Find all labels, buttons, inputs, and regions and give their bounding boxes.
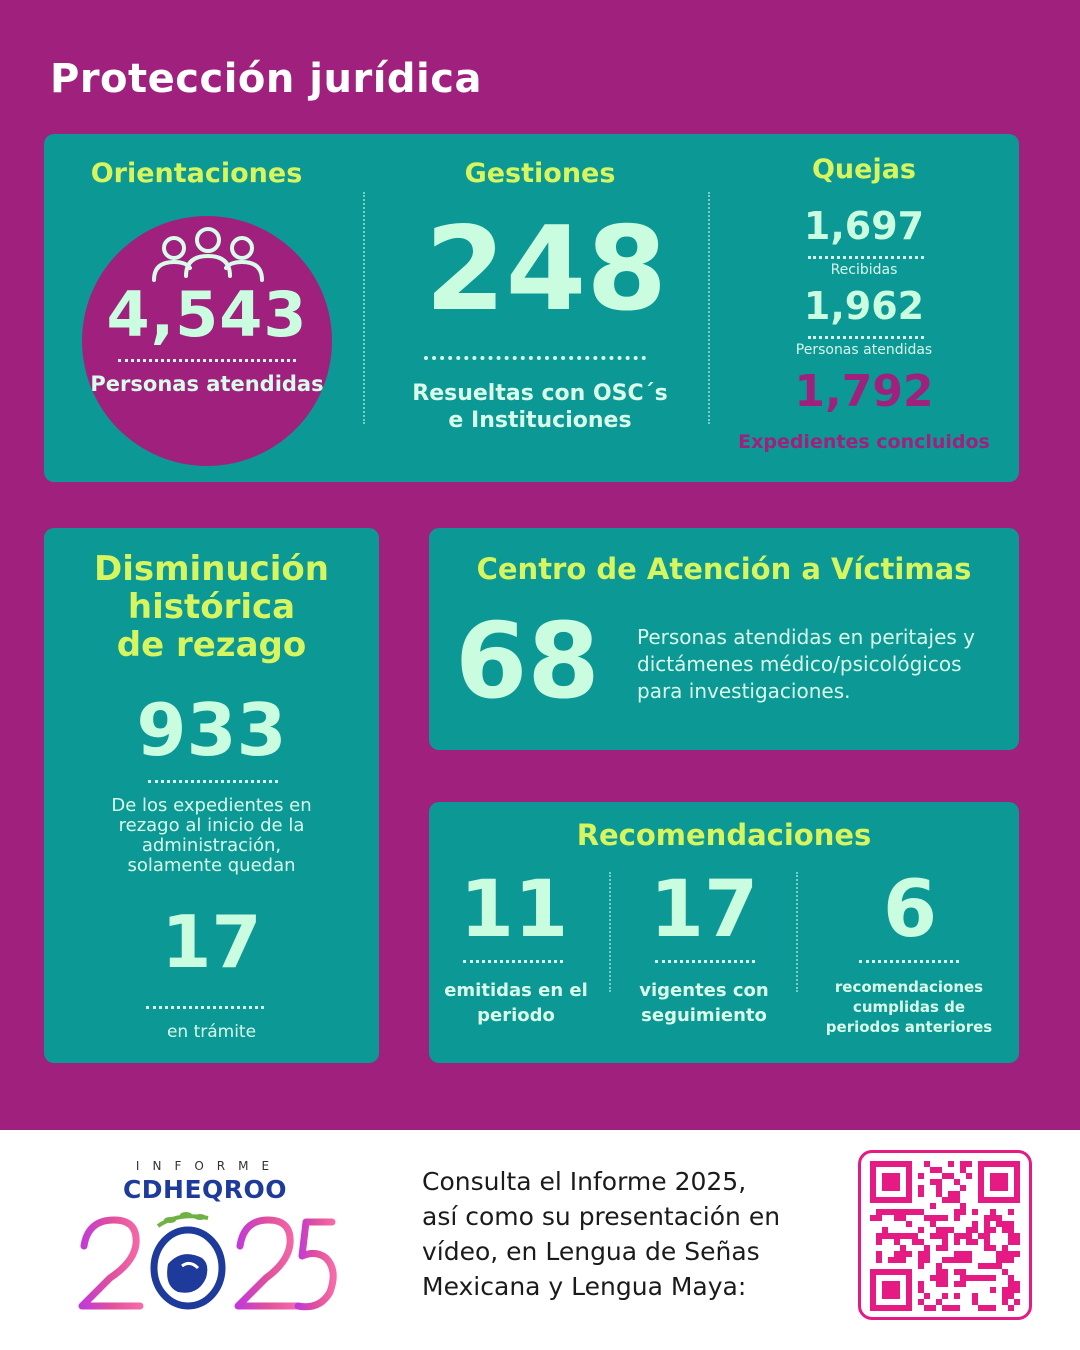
recomendaciones-vigentes-line2: seguimiento [641, 1005, 767, 1026]
dotted-divider [146, 1006, 264, 1009]
gestiones-value: 248 [424, 202, 668, 337]
dotted-divider [118, 359, 296, 362]
rezago-heading-line3: de rezago [116, 625, 307, 665]
footer-text-line3: vídeo, en Lengua de Señas [422, 1237, 760, 1266]
dotted-divider [424, 356, 646, 360]
logo-org-text: CDHEQROO [122, 1175, 288, 1204]
people-group-icon [152, 227, 264, 282]
quejas-attended-value: 1,962 [803, 284, 925, 328]
gestiones-label-line1: Resueltas con OSC´s [412, 381, 668, 406]
quejas-attended-label: Personas atendidas [795, 342, 933, 358]
qr-code[interactable] [858, 1150, 1032, 1320]
victimas-description: Personas atendidas en peritajes y dictám… [637, 624, 1007, 705]
victimas-desc-line2: dictámenes médico/psicológicos [637, 652, 962, 676]
rezago-heading-line1: Disminución [94, 549, 329, 589]
rezago-heading: Disminución histórica de rezago [44, 550, 379, 664]
recomendaciones-vigentes-label: vigentes con seguimiento [614, 978, 794, 1028]
dotted-divider [148, 780, 278, 783]
recomendaciones-vigentes-value: 17 [649, 865, 759, 955]
informe-2025-logo [78, 1212, 337, 1311]
dotted-divider [808, 256, 924, 259]
gestiones-label-line2: e Instituciones [448, 408, 632, 433]
recomendaciones-emitidas-value: 11 [459, 865, 569, 955]
rezago-heading-line2: histórica [127, 587, 296, 627]
quejas-closed-label: Expedientes concluidos [738, 431, 990, 453]
recomendaciones-emitidas-line1: emitidas en el [444, 980, 588, 1001]
orientaciones-label: Personas atendidas [90, 372, 324, 396]
quejas-received-label: Recibidas [830, 262, 898, 278]
victimas-desc-line3: para investigaciones. [637, 679, 851, 703]
recomendaciones-card: Recomendaciones 11 emitidas en el period… [429, 802, 1019, 1063]
rezago-desc-line4: solamente quedan [127, 855, 296, 876]
rezago-remaining-label: en trámite [166, 1022, 257, 1042]
quejas-heading: Quejas [811, 154, 917, 185]
footer-text-line1: Consulta el Informe 2025, [422, 1167, 747, 1196]
dotted-divider [859, 960, 959, 963]
recomendaciones-cumplidas-line3: periodos anteriores [825, 1018, 993, 1036]
recomendaciones-heading: Recomendaciones [576, 818, 872, 852]
victimas-heading: Centro de Atención a Víctimas [476, 552, 972, 586]
quejas-closed-value: 1,792 [794, 366, 934, 417]
dotted-divider [463, 960, 563, 963]
rezago-card: Disminución histórica de rezago 933 De l… [44, 528, 379, 1063]
column-divider [609, 872, 611, 992]
footer-message: Consulta el Informe 2025, así como su pr… [422, 1164, 842, 1304]
orientaciones-circle: 4,543 Personas atendidas [82, 216, 332, 466]
page-title: Protección jurídica [50, 56, 482, 102]
logo-informe-text: INFORME [135, 1159, 283, 1173]
recomendaciones-cumplidas-line2: cumplidas de [852, 998, 966, 1016]
gestiones-heading: Gestiones [464, 158, 616, 189]
column-divider [708, 192, 710, 424]
column-divider [363, 192, 365, 424]
recomendaciones-cumplidas-label: recomendaciones cumplidas de periodos an… [809, 977, 1009, 1037]
rezago-desc-line2: rezago al inicio de la [118, 815, 305, 836]
victimas-value: 68 [455, 600, 600, 722]
footer-text-line2: así como su presentación en [422, 1202, 781, 1231]
rezago-desc-line3: administración, [141, 835, 282, 856]
recomendaciones-emitidas-label: emitidas en el periodo [426, 978, 606, 1028]
rezago-description: De los expedientes en rezago al inicio d… [74, 796, 349, 876]
orientaciones-value: 4,543 [106, 278, 308, 351]
column-divider [796, 872, 798, 992]
recomendaciones-vigentes-line1: vigentes con [639, 980, 769, 1001]
victimas-card: Centro de Atención a Víctimas 68 Persona… [429, 528, 1019, 750]
victimas-desc-line1: Personas atendidas en peritajes y [637, 625, 975, 649]
summary-card: Orientaciones 4,543 Personas atendidas G… [44, 134, 1019, 482]
rezago-value: 933 [136, 688, 287, 772]
footer: INFORME CDHEQROO Consulta el Info [0, 1130, 1080, 1350]
qr-code-icon [870, 1161, 1020, 1311]
gestiones-label: Resueltas con OSC´s e Instituciones [390, 380, 690, 434]
recomendaciones-emitidas-line2: periodo [477, 1005, 555, 1026]
dotted-divider [808, 336, 924, 339]
quejas-received-value: 1,697 [803, 204, 925, 248]
dotted-divider [655, 960, 755, 963]
rezago-remaining-value: 17 [161, 900, 262, 984]
footer-text-line4: Mexicana y Lengua Maya: [422, 1272, 747, 1301]
rezago-desc-line1: De los expedientes en [111, 795, 312, 816]
recomendaciones-cumplidas-line1: recomendaciones [834, 978, 984, 996]
orientaciones-heading: Orientaciones [90, 158, 303, 189]
recomendaciones-cumplidas-value: 6 [882, 865, 938, 955]
